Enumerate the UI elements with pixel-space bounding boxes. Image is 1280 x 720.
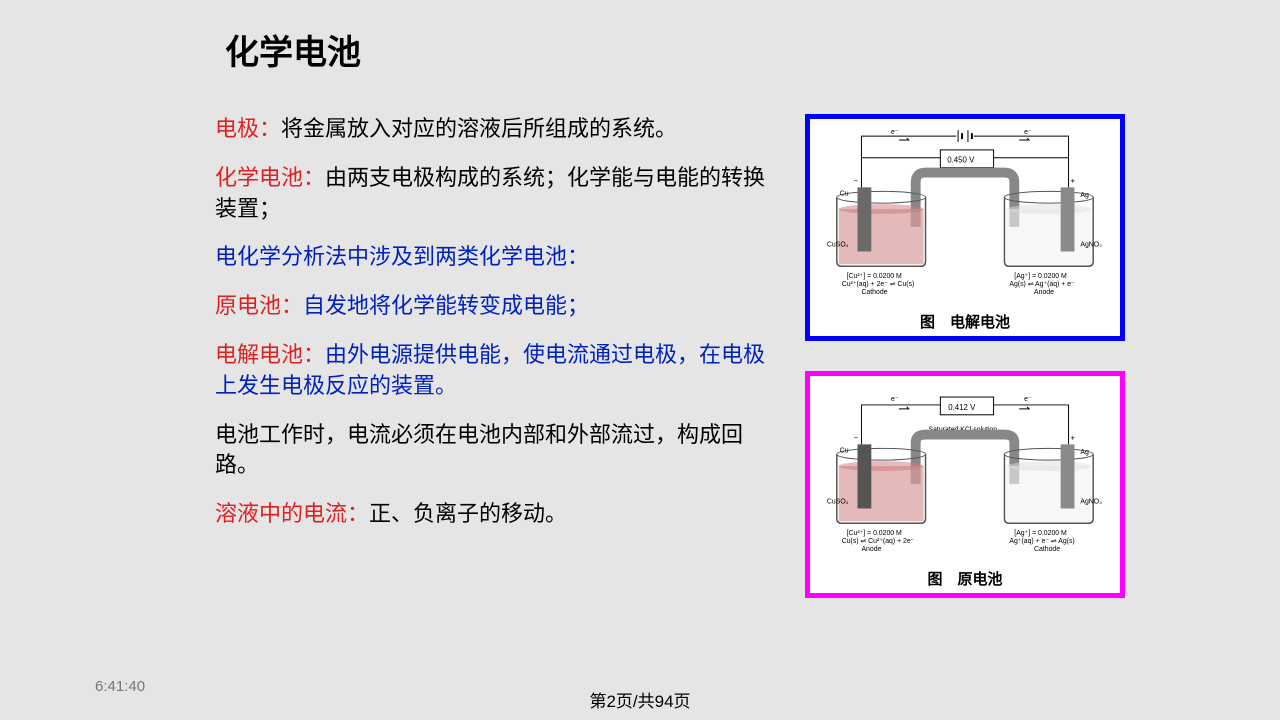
para-2: 化学电池：由两支电极构成的系统；化学能与电能的转换装置； xyxy=(215,163,775,225)
image-column: e⁻ e⁻ 0.450 V − + xyxy=(805,114,1125,598)
svg-text:Anode: Anode xyxy=(861,546,881,553)
svg-text:CuSO₄: CuSO₄ xyxy=(827,242,849,249)
figure-caption: 图 原电池 xyxy=(822,568,1108,589)
body: 电化学分析法中涉及到两类化学电池： xyxy=(215,244,589,269)
diagram-electrolytic: e⁻ e⁻ 0.450 V − + xyxy=(822,127,1108,302)
meter-reading: 0.450 V xyxy=(947,156,975,165)
body: 正、负离子的移动。 xyxy=(369,501,567,526)
svg-text:−: − xyxy=(854,176,859,185)
svg-text:0.412 V: 0.412 V xyxy=(948,403,976,412)
slide: 化学电池 电极：将金属放入对应的溶液后所组成的系统。 化学电池：由两支电极构成的… xyxy=(0,0,1280,720)
svg-text:CuSO₄: CuSO₄ xyxy=(827,499,849,506)
svg-text:e⁻: e⁻ xyxy=(891,129,899,136)
svg-text:Cathode: Cathode xyxy=(1034,546,1060,553)
body: 自发地将化学能转变成电能； xyxy=(303,293,589,318)
svg-text:Cathode: Cathode xyxy=(861,289,887,296)
para-4: 原电池：自发地将化学能转变成电能； xyxy=(215,291,775,322)
slide-title: 化学电池 xyxy=(225,25,1220,74)
svg-text:e⁻: e⁻ xyxy=(891,396,899,403)
para-6: 电池工作时，电流必须在电池内部和外部流过，构成回路。 xyxy=(215,420,775,482)
figure-caption: 图 电解电池 xyxy=(822,311,1108,332)
svg-text:Cu(s) ⇌ Cu²⁺(aq) + 2e⁻: Cu(s) ⇌ Cu²⁺(aq) + 2e⁻ xyxy=(842,538,915,545)
svg-text:Ag: Ag xyxy=(1080,449,1089,456)
svg-text:Cu²⁺(aq) + 2e⁻ ⇌ Cu(s): Cu²⁺(aq) + 2e⁻ ⇌ Cu(s) xyxy=(842,281,915,288)
para-3: 电化学分析法中涉及到两类化学电池： xyxy=(215,242,775,273)
para-7: 溶液中的电流：正、负离子的移动。 xyxy=(215,499,775,530)
svg-text:[Cu²⁺] = 0.0200 M: [Cu²⁺] = 0.0200 M xyxy=(847,530,902,537)
svg-text:Ag(s) ⇌ Ag⁺(aq) + e⁻: Ag(s) ⇌ Ag⁺(aq) + e⁻ xyxy=(1009,281,1075,288)
svg-text:Anode: Anode xyxy=(1034,289,1054,296)
svg-text:+: + xyxy=(1071,176,1076,185)
body: 电池工作时，电流必须在电池内部和外部流过，构成回路。 xyxy=(215,422,743,478)
para-5: 电解电池：由外电源提供电能，使电流通过电极，在电极上发生电极反应的装置。 xyxy=(215,340,775,402)
svg-text:Ag⁺(aq) + e⁻ ⇌ Ag(s): Ag⁺(aq) + e⁻ ⇌ Ag(s) xyxy=(1009,538,1074,545)
term: 化学电池： xyxy=(215,165,325,190)
svg-text:−: − xyxy=(854,433,859,442)
page-indicator: 第2页/共94页 xyxy=(589,687,690,712)
svg-text:[Ag⁺] = 0.0200 M: [Ag⁺] = 0.0200 M xyxy=(1014,273,1067,280)
svg-text:e⁻: e⁻ xyxy=(1024,129,1032,136)
term: 原电池： xyxy=(215,293,303,318)
svg-text:Ag: Ag xyxy=(1080,192,1089,199)
svg-text:AgNO₃: AgNO₃ xyxy=(1080,499,1102,506)
svg-text:[Cu²⁺] = 0.0200 M: [Cu²⁺] = 0.0200 M xyxy=(847,273,902,280)
svg-text:Cu: Cu xyxy=(840,190,849,197)
term: 电解电池： xyxy=(215,342,325,367)
para-1: 电极：将金属放入对应的溶液后所组成的系统。 xyxy=(215,114,775,145)
svg-text:e⁻: e⁻ xyxy=(1024,396,1032,403)
figure-galvanic-cell: e⁻ e⁻ 0.412 V − + Saturated KCl solution xyxy=(805,371,1125,598)
term: 电极： xyxy=(215,116,281,141)
term: 溶液中的电流： xyxy=(215,501,369,526)
content-row: 电极：将金属放入对应的溶液后所组成的系统。 化学电池：由两支电极构成的系统；化学… xyxy=(215,114,1220,598)
figure-electrolytic-cell: e⁻ e⁻ 0.450 V − + xyxy=(805,114,1125,341)
timestamp: 6:41:40 xyxy=(95,678,145,695)
text-column: 电极：将金属放入对应的溶液后所组成的系统。 化学电池：由两支电极构成的系统；化学… xyxy=(215,114,775,598)
svg-text:+: + xyxy=(1071,433,1076,442)
svg-text:[Ag⁺] = 0.0200 M: [Ag⁺] = 0.0200 M xyxy=(1014,530,1067,537)
diagram-galvanic: e⁻ e⁻ 0.412 V − + Saturated KCl solution xyxy=(822,384,1108,559)
body: 将金属放入对应的溶液后所组成的系统。 xyxy=(281,116,677,141)
svg-text:Cu: Cu xyxy=(840,447,849,454)
svg-text:AgNO₃: AgNO₃ xyxy=(1080,242,1102,249)
